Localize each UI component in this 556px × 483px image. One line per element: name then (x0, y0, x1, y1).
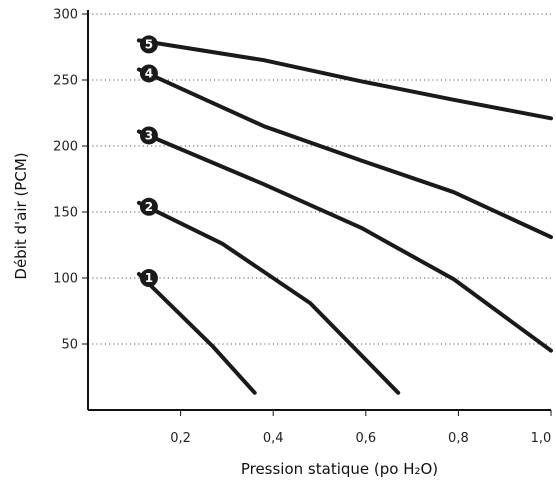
series-line-4 (136, 67, 553, 240)
badge-label: 4 (145, 67, 153, 81)
badge-circle (139, 197, 158, 216)
series-badge-3: 3 (139, 126, 158, 145)
axes (87, 10, 551, 411)
badge-circle (139, 126, 158, 145)
x-tick-label: 0,2 (170, 431, 191, 446)
series-line-1 (136, 272, 257, 395)
badge-circle (139, 35, 158, 54)
x-tick-label: 1,0 (531, 431, 552, 446)
x-tick-labels: 0,2 0,4 0,6 0,8 1,0 (170, 410, 552, 446)
y-tick-labels: 50 100 150 200 250 300 (53, 8, 88, 353)
y-tick-label: 300 (53, 8, 78, 23)
series-badge-1: 1 (139, 269, 158, 288)
series-line-3 (136, 129, 553, 353)
series-line-5 (136, 38, 553, 121)
y-tick-label: 100 (53, 272, 78, 287)
y-tick-label: 250 (53, 74, 78, 89)
series-line-2 (136, 200, 401, 395)
x-tick-label: 0,6 (355, 431, 376, 446)
badge-label: 3 (145, 129, 153, 143)
series-badge-2: 2 (139, 197, 158, 216)
badge-circle (139, 64, 158, 83)
y-tick-label: 150 (53, 206, 78, 221)
series-badge-5: 5 (139, 35, 158, 54)
badge-label: 1 (145, 271, 153, 285)
y-tick-label: 50 (61, 338, 78, 353)
series-lines (136, 38, 553, 395)
badge-circle (139, 269, 158, 288)
series-badge-4: 4 (139, 64, 158, 83)
x-axis-label: Pression statique (po H₂O) (241, 460, 438, 478)
series-badges: 1 2 3 4 5 (139, 35, 158, 288)
x-tick-label: 0,4 (263, 431, 284, 446)
badge-label: 5 (145, 38, 153, 52)
y-axis-label: Débit d'air (PCM) (12, 152, 30, 279)
y-tick-label: 200 (53, 140, 78, 155)
badge-label: 2 (145, 200, 153, 214)
x-tick-label: 0,8 (448, 431, 469, 446)
